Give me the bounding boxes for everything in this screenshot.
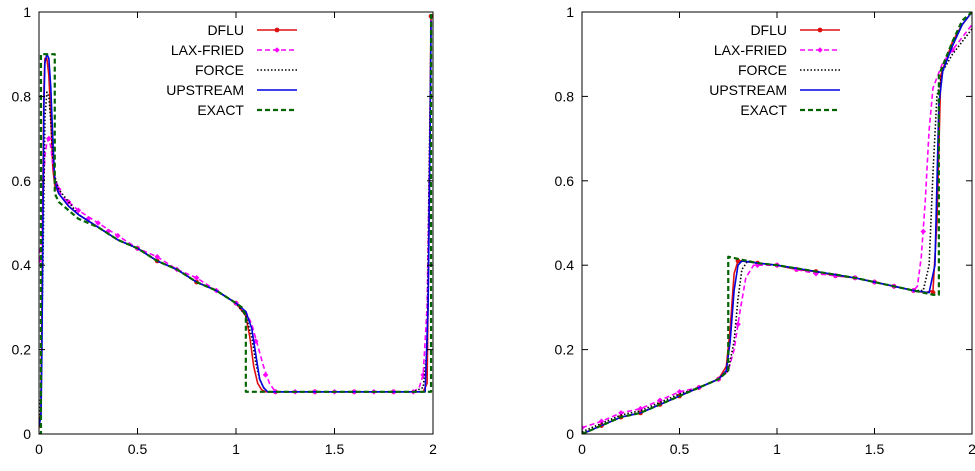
legend-item-lax-fried: LAX-FRIED	[171, 42, 297, 58]
y-tick-label: 1	[566, 4, 574, 20]
series-layer	[39, 12, 433, 434]
data-point-lax-fried	[637, 405, 644, 412]
data-point-lax-fried	[193, 275, 200, 281]
data-point-lax-fried	[95, 220, 101, 226]
legend-marker	[274, 27, 280, 33]
series-line-exact	[582, 12, 972, 434]
data-point-lax-fried	[420, 372, 426, 378]
data-point-lax-fried	[46, 135, 52, 142]
series-layer	[582, 12, 972, 434]
legend-item-force: FORCE	[738, 62, 840, 78]
legend-label: EXACT	[740, 102, 787, 118]
data-point-lax-fried	[262, 372, 269, 378]
x-tick-label: 0.5	[128, 441, 148, 457]
data-point-lax-fried	[598, 418, 605, 425]
x-tick-label: 1	[773, 441, 781, 457]
x-tick-label: 2	[429, 441, 437, 457]
legend-label: DFLU	[750, 22, 787, 38]
series-line-force	[582, 28, 972, 433]
legend-label: LAX-FRIED	[714, 42, 787, 58]
left-chart-panel: 0 0.5 1 1.5 2 0 0.2 0.4 0.6 0.8 1 DFLU LAX-FRIED FORC…	[12, 4, 438, 457]
data-point-lax-fried	[754, 262, 761, 268]
legend-label: EXACT	[197, 102, 244, 118]
data-point-dflu	[735, 258, 741, 264]
legend-item-lax-fried: LAX-FRIED	[714, 42, 840, 58]
data-point-lax-fried	[920, 228, 927, 235]
legend-marker	[817, 27, 823, 33]
data-point-lax-fried	[832, 272, 839, 279]
data-point-lax-fried	[657, 397, 663, 404]
x-tick-label: 0	[35, 441, 43, 457]
series-line-exact	[39, 12, 433, 434]
y-tick-label: 0.8	[12, 88, 32, 104]
y-tick-label: 0.4	[555, 257, 575, 273]
data-point-lax-fried	[75, 207, 82, 214]
y-tick-label: 0.2	[555, 342, 575, 358]
data-point-lax-fried	[735, 321, 741, 328]
data-point-lax-fried	[793, 266, 800, 273]
legend-item-upstream: UPSTREAM	[166, 82, 297, 98]
y-tick-label: 0.6	[12, 173, 32, 189]
legend: DFLU LAX-FRIED FORCE UPSTREAM EXACT	[166, 22, 297, 118]
legend-label: DFLU	[207, 22, 244, 38]
data-point-lax-fried	[618, 410, 624, 416]
legend-marker	[817, 47, 823, 53]
data-point-lax-fried	[252, 338, 259, 344]
legend-label: LAX-FRIED	[171, 42, 244, 58]
y-tick-label: 0	[566, 426, 574, 442]
right-chart-panel: 0 0.5 1 1.5 2 0 0.2 0.4 0.6 0.8 1 DFLU LAX-FRIED FORC…	[555, 4, 975, 457]
legend-item-exact: EXACT	[197, 102, 297, 118]
data-point-lax-fried	[813, 270, 819, 277]
y-tick-label: 0.8	[555, 88, 575, 104]
data-point-lax-fried	[115, 232, 121, 239]
legend-marker	[274, 47, 280, 53]
x-tick-label: 1	[232, 441, 240, 457]
legend-item-dflu: DFLU	[207, 22, 297, 38]
data-point-lax-fried	[39, 258, 42, 264]
legend-label: UPSTREAM	[709, 82, 787, 98]
y-tick-label: 0.6	[555, 173, 575, 189]
data-point-lax-fried	[676, 389, 683, 395]
data-point-lax-fried	[949, 47, 956, 53]
data-point-lax-fried	[154, 253, 160, 260]
y-tick-label: 0.2	[12, 342, 32, 358]
y-tick-label: 0.4	[12, 257, 32, 273]
x-tick-label: 0.5	[670, 441, 690, 457]
legend-item-force: FORCE	[195, 62, 297, 78]
data-point-lax-fried	[582, 424, 585, 431]
x-tick-label: 0	[578, 441, 586, 457]
legend-item-upstream: UPSTREAM	[709, 82, 840, 98]
x-tick-label: 1.5	[865, 441, 885, 457]
legend-label: FORCE	[738, 62, 787, 78]
y-tick-label: 0	[23, 426, 31, 442]
legend-item-exact: EXACT	[740, 102, 840, 118]
x-tick-label: 1.5	[325, 441, 345, 457]
x-tick-label: 2	[968, 441, 975, 457]
y-tick-label: 1	[23, 4, 31, 20]
legend-label: UPSTREAM	[166, 82, 244, 98]
legend-item-dflu: DFLU	[750, 22, 840, 38]
legend-label: FORCE	[195, 62, 244, 78]
legend: DFLU LAX-FRIED FORCE UPSTREAM EXACT	[709, 22, 840, 118]
